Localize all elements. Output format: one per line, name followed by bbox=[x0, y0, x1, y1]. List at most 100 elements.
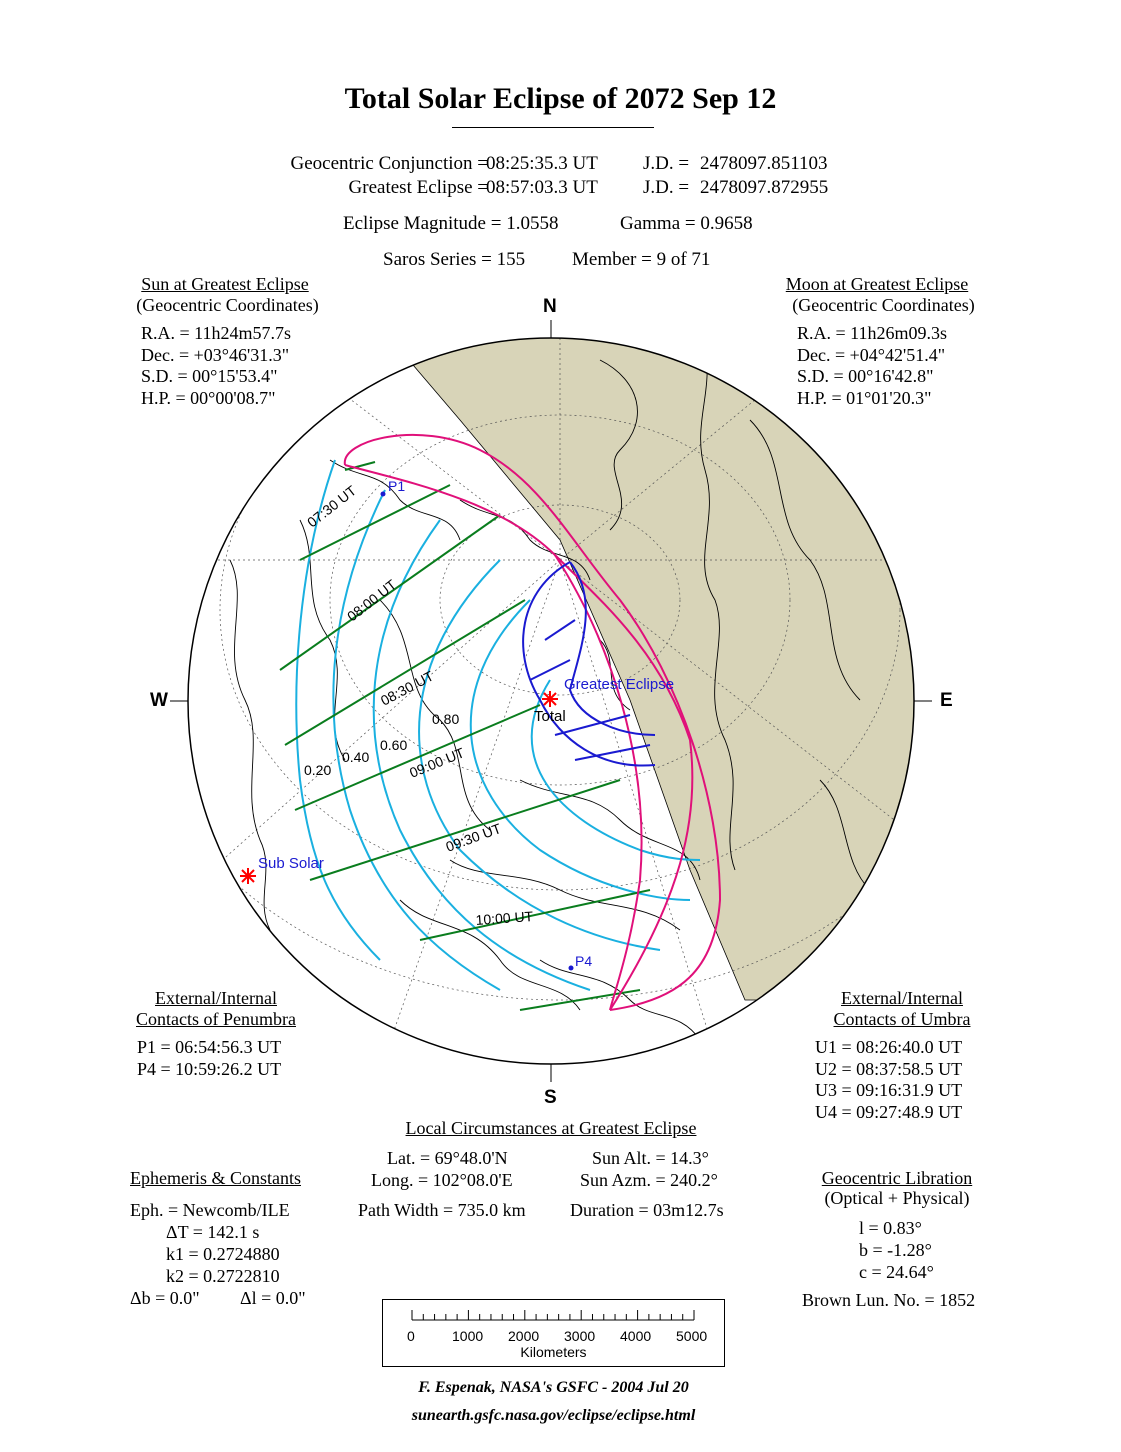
p4-contact: P4 = 10:59:26.2 UT bbox=[137, 1058, 282, 1079]
libration-l: l = 0.83° bbox=[859, 1218, 922, 1238]
moon-ra: R.A. = 11h26m09.3s bbox=[797, 323, 947, 343]
penumbra-heading-1: External/Internal bbox=[155, 988, 277, 1008]
brown-lunation: Brown Lun. No. = 1852 bbox=[802, 1290, 976, 1310]
scale-bar bbox=[411, 1310, 695, 1321]
greatest-time: 08:57:03.3 UT bbox=[486, 177, 598, 198]
local-sun-azm: Sun Azm. = 240.2° bbox=[580, 1170, 718, 1190]
k2-constant: k2 = 0.2722810 bbox=[166, 1266, 280, 1286]
conjunction-label: Geocentric Conjunction = bbox=[290, 153, 489, 174]
magnitude-label-080: 0.80 bbox=[432, 711, 459, 727]
umbra-contacts: U1 = 08:26:40.0 UT U2 = 08:37:58.5 UT U3… bbox=[815, 1037, 962, 1123]
saros-member: Member = 9 of 71 bbox=[572, 249, 711, 270]
local-duration: Duration = 03m12.7s bbox=[570, 1200, 724, 1220]
local-long: Long. = 102°08.0'E bbox=[371, 1170, 513, 1190]
greatest-eclipse-label: Greatest Eclipse bbox=[564, 676, 674, 693]
penumbra-outline bbox=[343, 433, 722, 1011]
greatest-label: Greatest Eclipse = bbox=[348, 177, 488, 198]
u4-contact: U4 = 09:27:48.9 UT bbox=[815, 1101, 963, 1122]
scale-unit: Kilometers bbox=[520, 1344, 587, 1360]
greatest-jd: 2478097.872955 bbox=[700, 177, 829, 198]
p1-point bbox=[380, 491, 386, 497]
greatest-jd-label: J.D. = bbox=[643, 177, 690, 198]
conjunction-jd-label: J.D. = bbox=[643, 153, 690, 174]
libration-b: b = -1.28° bbox=[859, 1240, 932, 1260]
magnitude-label-040: 0.40 bbox=[342, 749, 369, 765]
moon-dec: Dec. = +04°42'51.4" bbox=[797, 344, 946, 365]
u1-contact: U1 = 08:26:40.0 UT bbox=[815, 1037, 963, 1057]
page-title: Total Solar Eclipse of 2072 Sep 12 bbox=[344, 82, 777, 115]
moon-heading: Moon at Greatest Eclipse bbox=[785, 274, 969, 294]
sub-solar-label: Sub Solar bbox=[258, 855, 324, 872]
magnitude-label-060: 0.60 bbox=[380, 737, 407, 753]
umbra-heading-2: Contacts of Umbra bbox=[833, 1009, 971, 1029]
eclipse-magnitude: Eclipse Magnitude = 1.0558 bbox=[343, 213, 559, 234]
time-label-0830: 08:30 UT bbox=[378, 667, 437, 708]
moon-hp: H.P. = 01°01'20.3" bbox=[797, 387, 932, 408]
penumbra-contacts: P1 = 06:54:56.3 UT P4 = 10:59:26.2 UT bbox=[137, 1037, 281, 1080]
sub-solar-marker bbox=[240, 868, 256, 884]
penumbra-heading-2: Contacts of Penumbra bbox=[136, 1009, 296, 1029]
libration-heading: Geocentric Libration bbox=[821, 1168, 973, 1188]
scale-tick-2000: 2000 bbox=[508, 1328, 540, 1344]
sun-subheading: (Geocentric Coordinates) bbox=[136, 295, 319, 315]
ephemeris-heading: Ephemeris & Constants bbox=[130, 1168, 301, 1188]
scale-tick-4000: 4000 bbox=[620, 1328, 652, 1344]
local-heading: Local Circumstances at Greatest Eclipse bbox=[405, 1118, 697, 1138]
time-label-0730: 07:30 UT bbox=[304, 482, 360, 530]
moon-sd: S.D. = 00°16'42.8" bbox=[797, 366, 934, 386]
credit-url: sunearth.gsfc.nasa.gov/eclipse/eclipse.h… bbox=[411, 1407, 696, 1424]
sun-ra: R.A. = 11h24m57.7s bbox=[141, 323, 291, 343]
title-rule bbox=[452, 127, 654, 128]
local-path-width: Path Width = 735.0 km bbox=[358, 1200, 526, 1220]
moon-coordinates: R.A. = 11h26m09.3s Dec. = +04°42'51.4" S… bbox=[797, 323, 947, 409]
delta-t: ΔT = 142.1 s bbox=[166, 1222, 260, 1242]
umbra-heading-1: External/Internal bbox=[841, 988, 963, 1008]
scale-tick-1000: 1000 bbox=[452, 1328, 484, 1344]
coastlines bbox=[229, 339, 871, 1041]
k1-constant: k1 = 0.2724880 bbox=[166, 1244, 280, 1264]
conjunction-jd: 2478097.851103 bbox=[700, 153, 828, 174]
saros-series: Saros Series = 155 bbox=[383, 249, 526, 270]
libration-subheading: (Optical + Physical) bbox=[824, 1188, 970, 1208]
compass-south: S bbox=[544, 1087, 557, 1108]
p1-contact: P1 = 06:54:56.3 UT bbox=[137, 1037, 282, 1057]
magnitude-label-020: 0.20 bbox=[304, 762, 331, 778]
sun-hp: H.P. = 00°00'08.7" bbox=[141, 387, 276, 408]
u3-contact: U3 = 09:16:31.9 UT bbox=[815, 1080, 963, 1100]
scale-box: 0 1000 2000 3000 4000 5000 Kilometers bbox=[382, 1299, 725, 1367]
gamma: Gamma = 0.9658 bbox=[620, 213, 753, 234]
time-curves bbox=[295, 459, 701, 991]
scale-tick-0: 0 bbox=[407, 1328, 415, 1344]
conjunction-time: 08:25:35.3 UT bbox=[486, 153, 598, 174]
total-label: Total bbox=[534, 708, 566, 725]
local-lat: Lat. = 69°48.0'N bbox=[387, 1148, 508, 1168]
time-label-0930: 09:30 UT bbox=[444, 820, 504, 855]
sun-coordinates: R.A. = 11h24m57.7s Dec. = +03°46'31.3" S… bbox=[141, 323, 291, 409]
credit-author: F. Espenak, NASA's GSFC - 2004 Jul 20 bbox=[418, 1379, 689, 1396]
time-label-0800: 08:00 UT bbox=[344, 576, 400, 624]
compass-east: E bbox=[940, 690, 953, 711]
globe-outline bbox=[187, 337, 915, 1065]
scale-tick-3000: 3000 bbox=[564, 1328, 596, 1344]
p1-label: P1 bbox=[388, 478, 405, 494]
p4-label: P4 bbox=[575, 953, 592, 969]
sun-heading: Sun at Greatest Eclipse bbox=[141, 274, 309, 294]
delta-l: Δl = 0.0" bbox=[240, 1288, 306, 1308]
time-label-1000: 10:00 UT bbox=[475, 908, 534, 928]
umbra-path bbox=[522, 561, 656, 767]
libration-c: c = 24.64° bbox=[859, 1262, 934, 1282]
sun-dec: Dec. = +03°46'31.3" bbox=[141, 344, 290, 365]
u2-contact: U2 = 08:37:58.5 UT bbox=[815, 1058, 963, 1079]
local-sun-alt: Sun Alt. = 14.3° bbox=[592, 1148, 709, 1168]
ephemeris-name: Eph. = Newcomb/ILE bbox=[130, 1200, 290, 1220]
moon-subheading: (Geocentric Coordinates) bbox=[792, 295, 975, 315]
compass-west: W bbox=[150, 690, 168, 711]
sun-sd: S.D. = 00°15'53.4" bbox=[141, 366, 278, 386]
p4-point bbox=[568, 965, 574, 971]
magnitude-curves bbox=[279, 461, 651, 1011]
night-region bbox=[389, 338, 914, 1001]
delta-b: Δb = 0.0" bbox=[130, 1288, 200, 1308]
scale-tick-5000: 5000 bbox=[676, 1328, 708, 1344]
compass-north: N bbox=[543, 296, 557, 317]
